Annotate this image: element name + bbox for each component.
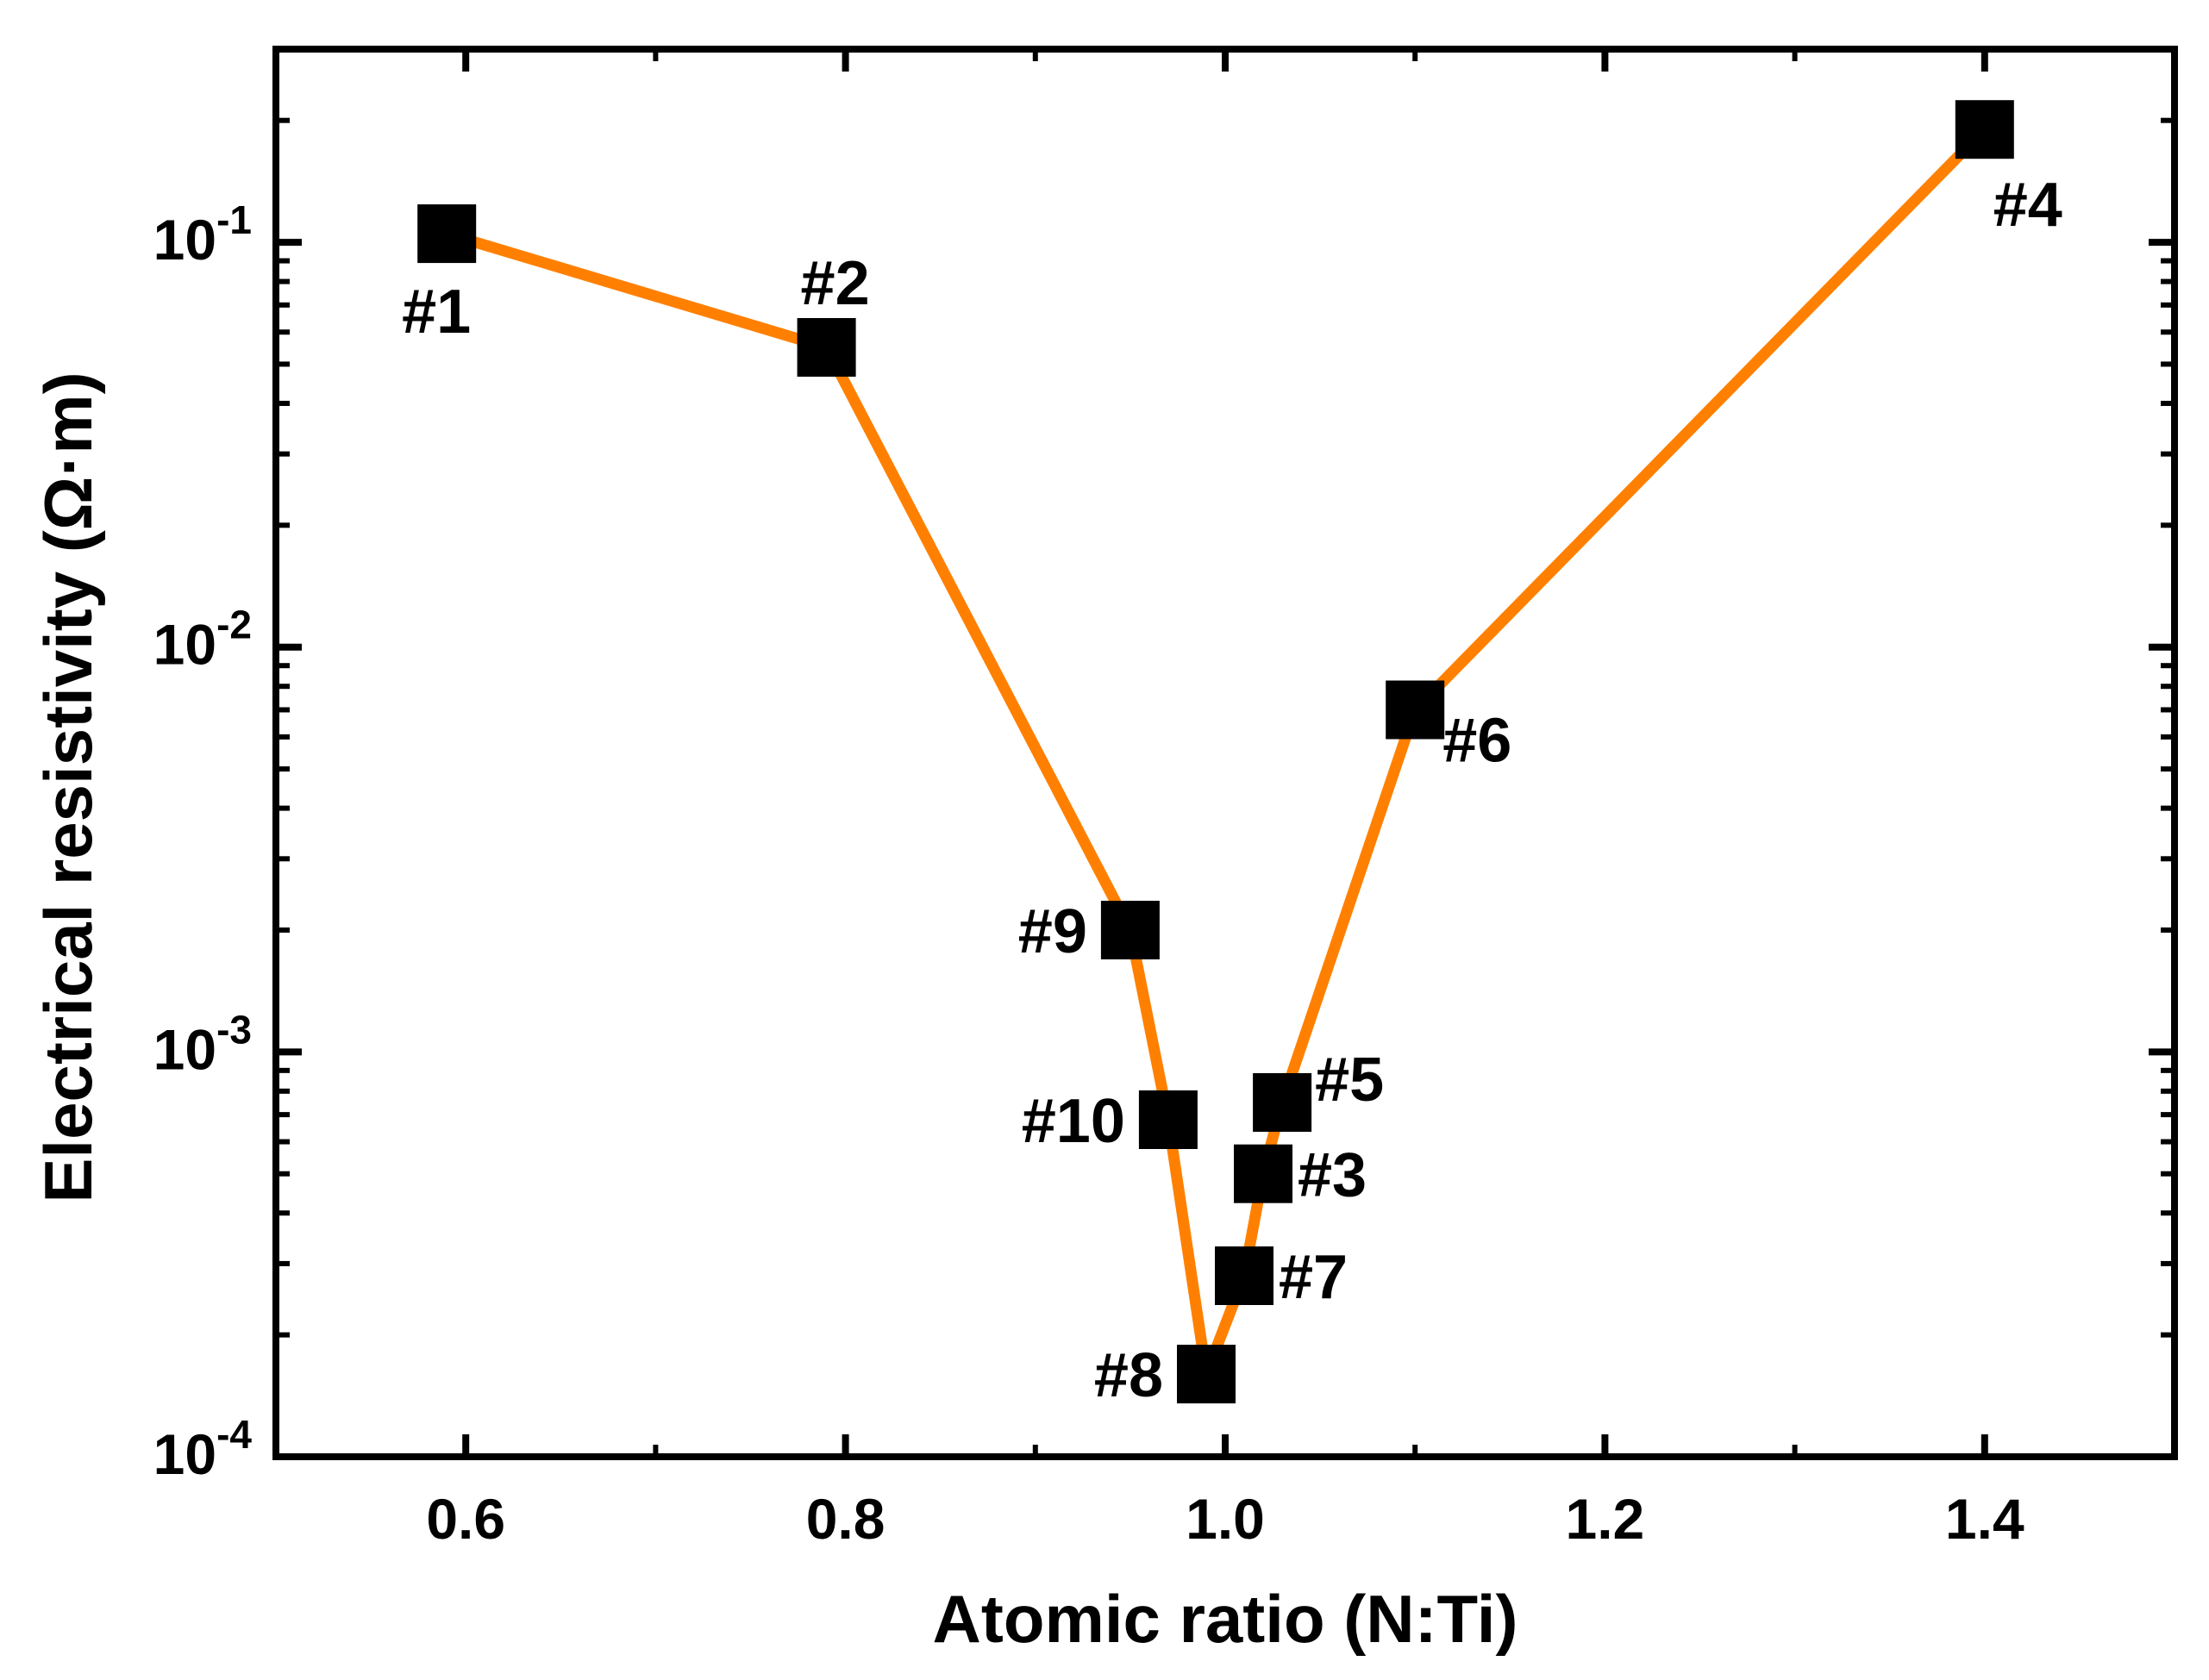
data-point-label: #1 xyxy=(402,278,471,347)
y-axis-title: Electrical resistivity (Ω·m) xyxy=(30,372,106,1202)
data-point-label: #9 xyxy=(1018,897,1087,966)
tick-group xyxy=(273,49,2177,1460)
x-axis-title: Atomic ratio (N:Ti) xyxy=(933,1581,1518,1657)
tick-label-group: 0.6 0.8 1.0 1.2 1.410-410-310-210-1 xyxy=(153,197,2024,1551)
series-marker-group xyxy=(417,100,2014,1404)
data-point-marker xyxy=(417,204,477,264)
data-point-marker xyxy=(1100,901,1160,959)
data-point-label: #3 xyxy=(1298,1141,1367,1210)
x-tick-label: 0.6 xyxy=(426,1487,505,1551)
y-tick-label: 10-2 xyxy=(153,603,252,677)
plot-frame xyxy=(272,46,2178,1460)
data-point-label: #7 xyxy=(1279,1243,1348,1312)
series-line xyxy=(441,123,1991,1380)
data-point-label: #5 xyxy=(1315,1046,1384,1115)
series-line-group xyxy=(441,123,1991,1380)
axes-group xyxy=(272,46,2178,1460)
y-tick-label-exponent: -3 xyxy=(216,1007,252,1052)
data-point-marker xyxy=(797,318,856,377)
y-tick-label: 10-3 xyxy=(153,1007,252,1081)
data-point-marker xyxy=(1138,1090,1198,1149)
y-tick-label: 10-1 xyxy=(153,197,252,272)
y-tick-label-base: 10 xyxy=(153,208,216,272)
data-point-marker xyxy=(1234,1144,1292,1203)
data-point-marker xyxy=(1215,1246,1273,1305)
data-point-label: #6 xyxy=(1442,707,1511,776)
y-tick-label: 10-4 xyxy=(153,1412,253,1486)
x-tick-label: 1.0 xyxy=(1186,1487,1265,1551)
y-tick-label-base: 10 xyxy=(153,613,216,677)
x-tick-label: 1.2 xyxy=(1566,1487,1645,1551)
data-point-marker xyxy=(1386,680,1445,740)
y-tick-label-base: 10 xyxy=(153,1017,216,1081)
data-point-marker xyxy=(1955,100,2014,159)
y-tick-label-exponent: -4 xyxy=(216,1412,252,1457)
data-point-marker xyxy=(1177,1345,1236,1404)
y-tick-label-base: 10 xyxy=(153,1422,216,1486)
x-tick-label: 1.4 xyxy=(1945,1487,2024,1551)
data-point-label: #10 xyxy=(1022,1087,1125,1156)
data-point-label: #4 xyxy=(1993,171,2062,240)
data-point-marker xyxy=(1253,1073,1312,1132)
data-point-label: #8 xyxy=(1094,1341,1163,1410)
y-tick-label-exponent: -2 xyxy=(216,603,252,647)
y-tick-label-exponent: -1 xyxy=(216,197,252,242)
data-point-label: #2 xyxy=(801,249,870,318)
x-tick-label: 0.8 xyxy=(806,1487,885,1551)
point-label-group: #1 #2 #9 #10 #8 #7 #3 #5 #6 #4 xyxy=(402,171,2062,1410)
